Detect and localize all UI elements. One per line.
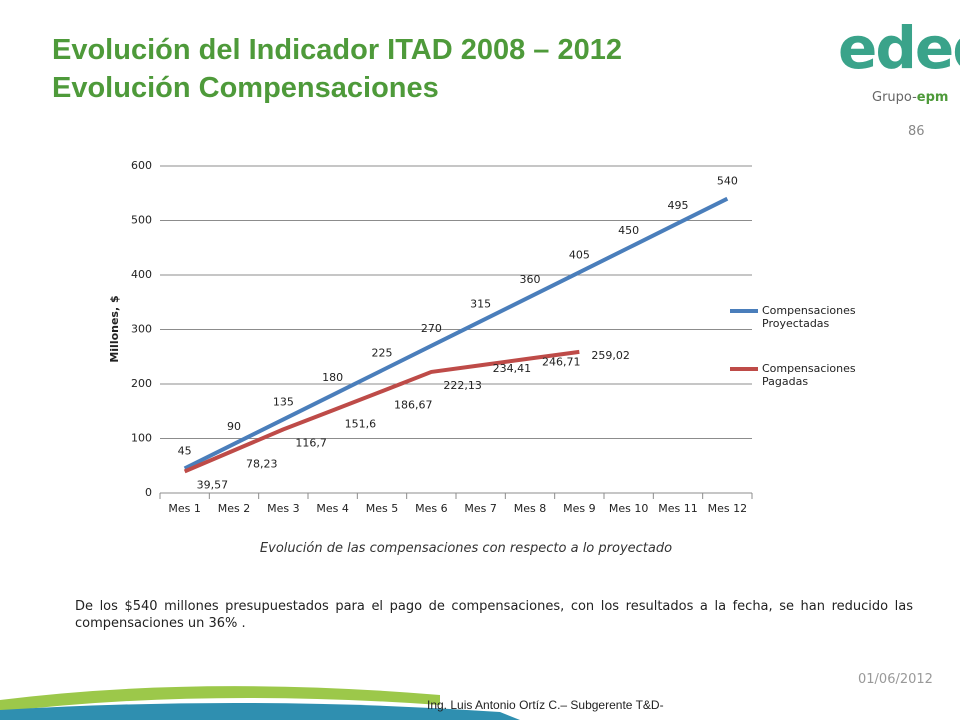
y-tick-label: 500 <box>131 214 152 227</box>
y-tick-label: 200 <box>131 377 152 390</box>
data-label: 270 <box>421 322 442 335</box>
x-tick-label: Mes 7 <box>464 502 496 515</box>
y-tick-label: 300 <box>131 323 152 336</box>
data-label: 222,13 <box>443 379 482 392</box>
data-label: 360 <box>520 273 541 286</box>
data-label: 45 <box>178 444 192 457</box>
date: 01/06/2012 <box>858 672 933 687</box>
y-tick-label: 0 <box>145 486 152 499</box>
line <box>183 349 580 474</box>
y-tick-label: 100 <box>131 432 152 445</box>
x-tick-label: Mes 12 <box>708 502 747 515</box>
data-label: 225 <box>372 346 393 359</box>
logo: edeq <box>838 14 960 82</box>
data-label: 405 <box>569 248 590 261</box>
data-label: 135 <box>273 395 294 408</box>
data-label: 246,71 <box>542 356 581 369</box>
x-tick-label: Mes 11 <box>658 502 697 515</box>
logo-group-text: Grupo- <box>872 90 917 105</box>
page-number: 86 <box>908 124 925 139</box>
x-tick-label: Mes 5 <box>366 502 398 515</box>
line <box>183 196 729 471</box>
data-label: 234,41 <box>493 362 531 375</box>
logo-group-brand: epm <box>916 90 949 105</box>
legend-label: Compensaciones Pagadas <box>762 362 856 388</box>
x-tick-label: Mes 9 <box>563 502 595 515</box>
data-label: 90 <box>227 420 241 433</box>
y-tick-label: 600 <box>131 159 152 172</box>
data-label: 315 <box>470 297 491 310</box>
x-tick-label: Mes 4 <box>316 502 348 515</box>
data-label: 116,7 <box>295 436 327 449</box>
x-tick-label: Mes 10 <box>609 502 648 515</box>
x-tick-label: Mes 6 <box>415 502 447 515</box>
data-label: 151,6 <box>345 417 377 430</box>
y-tick-label: 400 <box>131 268 152 281</box>
x-tick-label: Mes 3 <box>267 502 299 515</box>
title: Evolución del Indicador ITAD 2008 – 2012 <box>52 34 622 66</box>
paragraph: De los $540 millones presupuestados para… <box>75 599 913 631</box>
data-label: 39,57 <box>197 478 229 491</box>
legend-label: Compensaciones Proyectadas <box>762 304 856 330</box>
data-label: 495 <box>668 199 689 212</box>
data-label: 259,02 <box>591 349 630 362</box>
data-label: 78,23 <box>246 457 278 470</box>
title: Evolución Compensaciones <box>52 72 439 104</box>
data-label: 450 <box>618 224 639 237</box>
x-tick-label: Mes 1 <box>168 502 200 515</box>
data-label: 186,67 <box>394 398 433 411</box>
author: Ing. Luis Antonio Ortíz C.– Subgerente T… <box>427 698 664 712</box>
x-tick-label: Mes 8 <box>514 502 546 515</box>
x-tick-label: Mes 2 <box>218 502 250 515</box>
data-label: 540 <box>717 175 738 188</box>
y-axis-label: Millones, $ <box>108 295 121 362</box>
data-label: 180 <box>322 371 343 384</box>
caption: Evolución de las compensaciones con resp… <box>259 541 673 556</box>
logo-group: Grupo-epm <box>872 90 948 105</box>
